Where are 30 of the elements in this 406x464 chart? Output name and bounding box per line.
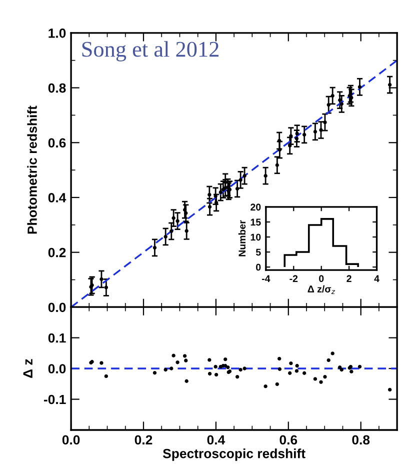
x-tick-label: 0.4 <box>207 435 226 445</box>
y-tick-label: -0.1 <box>44 394 66 404</box>
y-tick-label: 0.0 <box>48 364 66 374</box>
x-axis-title: Spectroscopic redshift <box>162 448 306 461</box>
y-tick-label: 1.0 <box>48 28 66 38</box>
y-axis-title: Δ z <box>23 359 32 378</box>
y-tick-label: 0.0 <box>48 302 66 312</box>
y-tick-label: 0.6 <box>48 138 66 148</box>
y-tick-label: 15 <box>250 218 261 226</box>
x-axis-title: Δ z/σ$_{z}$ <box>308 285 336 294</box>
y-tick-label: 0.1 <box>48 333 66 343</box>
x-tick-label: 2 <box>346 275 352 282</box>
x-tick-label: 0.6 <box>280 435 298 445</box>
y-tick-label: 0.2 <box>48 248 66 258</box>
x-tick-label: -4 <box>262 275 270 282</box>
x-tick-label: 0.2 <box>134 435 152 445</box>
y-tick-label: 0 <box>256 264 261 271</box>
y-tick-label: 10 <box>250 234 261 241</box>
y-tick-label: 0.8 <box>48 83 66 93</box>
y-tick-label: 5 <box>256 248 261 256</box>
y-tick-label: 0.4 <box>48 193 66 202</box>
y-axis-title: Number <box>238 220 246 256</box>
y-tick-label: 20 <box>250 204 261 211</box>
x-tick-label: 0 <box>319 275 324 282</box>
x-tick-label: 0.8 <box>352 435 370 445</box>
annotation: Song et al 2012 <box>82 41 218 62</box>
x-tick-label: -2 <box>290 275 298 282</box>
x-tick-label: 0.0 <box>62 435 80 445</box>
x-tick-label: 4 <box>374 275 380 282</box>
y-axis-title: Photometric redshift <box>27 106 37 234</box>
